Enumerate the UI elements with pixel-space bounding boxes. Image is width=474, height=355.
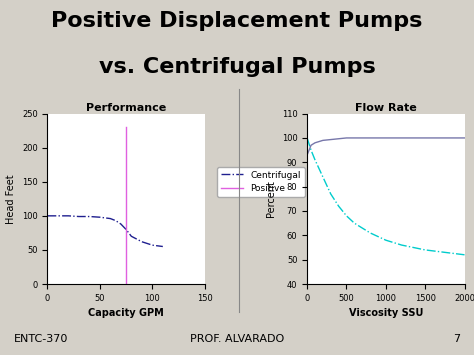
Y-axis label: Head Feet: Head Feet bbox=[6, 174, 17, 224]
Title: Performance: Performance bbox=[86, 103, 166, 113]
Text: vs. Centrifugal Pumps: vs. Centrifugal Pumps bbox=[99, 57, 375, 77]
X-axis label: Viscosity SSU: Viscosity SSU bbox=[349, 308, 423, 318]
Text: Positive Displacement Pumps: Positive Displacement Pumps bbox=[51, 11, 423, 31]
Y-axis label: Percent: Percent bbox=[266, 180, 276, 217]
Legend: Centrifugal, Positive: Centrifugal, Positive bbox=[217, 167, 305, 197]
Text: PROF. ALVARADO: PROF. ALVARADO bbox=[190, 334, 284, 344]
Text: 7: 7 bbox=[453, 334, 460, 344]
Title: Flow Rate: Flow Rate bbox=[355, 103, 417, 113]
Text: ENTC-370: ENTC-370 bbox=[14, 334, 69, 344]
X-axis label: Capacity GPM: Capacity GPM bbox=[88, 308, 164, 318]
